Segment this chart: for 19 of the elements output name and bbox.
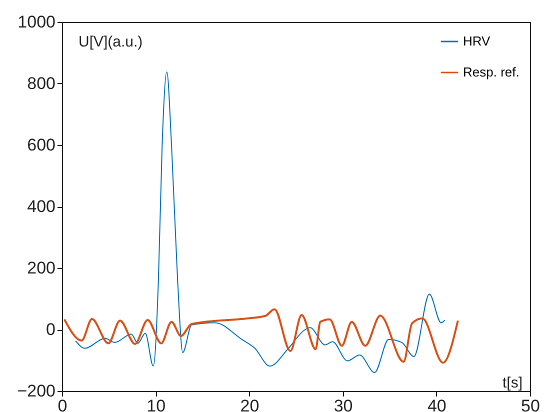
x-tick-label: 40 [427, 396, 446, 412]
y-tick-label: 200 [27, 258, 56, 278]
x-tick-label: 10 [146, 396, 166, 412]
x-tick-label: 50 [521, 396, 540, 412]
y-axis-title: U[V](a.u.) [78, 34, 143, 50]
x-tick-label: 20 [240, 396, 260, 412]
x-axis-title: t[s] [502, 374, 522, 392]
y-tick-label: 600 [27, 136, 56, 154]
y-tick-label: 0 [46, 320, 56, 339]
line-series [63, 308, 459, 364]
y-tick-label: 400 [27, 197, 56, 216]
x-tick-label: 0 [58, 396, 68, 412]
legend-label: HRV [463, 34, 491, 48]
line-series [75, 71, 446, 374]
y-tick-label: 800 [27, 74, 56, 93]
x-tick-label: 30 [334, 396, 353, 412]
y-tick-label: −200 [17, 382, 56, 400]
legend-label: Resp. ref. [463, 64, 520, 80]
y-tick-label: 1000 [18, 12, 56, 32]
